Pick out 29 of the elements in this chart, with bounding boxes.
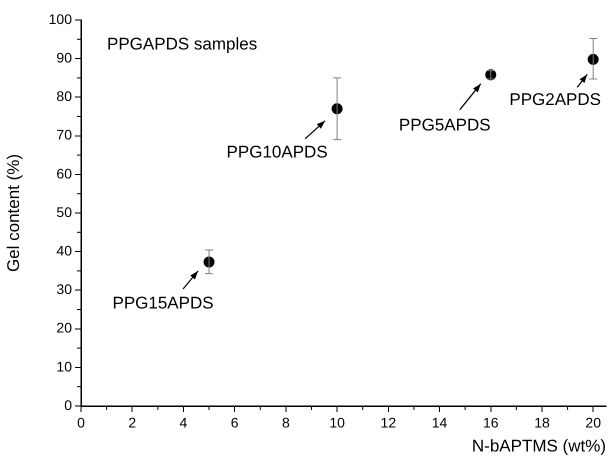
- y-tick-label: 50: [56, 204, 72, 220]
- x-tick-label: 20: [585, 414, 602, 430]
- y-tick-label: 100: [48, 10, 72, 27]
- y-tick-label: 10: [56, 358, 72, 374]
- x-tick-label: 10: [329, 414, 346, 430]
- y-tick-label: 70: [56, 126, 72, 143]
- x-tick-label: 6: [230, 414, 239, 430]
- x-tick-label: 14: [432, 414, 448, 430]
- annotation: PPG10APDS: [226, 142, 328, 162]
- annotation: PPG2APDS: [509, 90, 602, 110]
- x-tick-label: 4: [180, 414, 188, 430]
- y-tick-label: 40: [56, 242, 72, 258]
- y-tick-label: 30: [56, 281, 72, 298]
- y-tick-label: 90: [56, 49, 72, 66]
- annotation: PPG15APDS: [112, 294, 214, 313]
- annotation: PPG5APDS: [398, 116, 491, 134]
- x-tick-label: 2: [128, 414, 136, 430]
- y-axis-title: Gel content (%): [4, 154, 23, 272]
- y-tick-label: 20: [56, 320, 72, 336]
- x-tick-label: 0: [77, 414, 86, 430]
- x-tick-label: 16: [482, 414, 499, 430]
- y-tick-label: 80: [56, 88, 72, 104]
- x-tick-label: 12: [380, 414, 396, 430]
- x-axis-title: N-bAPTMS (wt%): [472, 436, 606, 456]
- annotation: PPGAPDS samples: [107, 34, 258, 54]
- y-tick-label: 60: [56, 165, 72, 182]
- y-tick-label: 0: [64, 396, 72, 413]
- x-tick-label: 8: [282, 414, 290, 430]
- x-tick-label: 18: [534, 414, 550, 430]
